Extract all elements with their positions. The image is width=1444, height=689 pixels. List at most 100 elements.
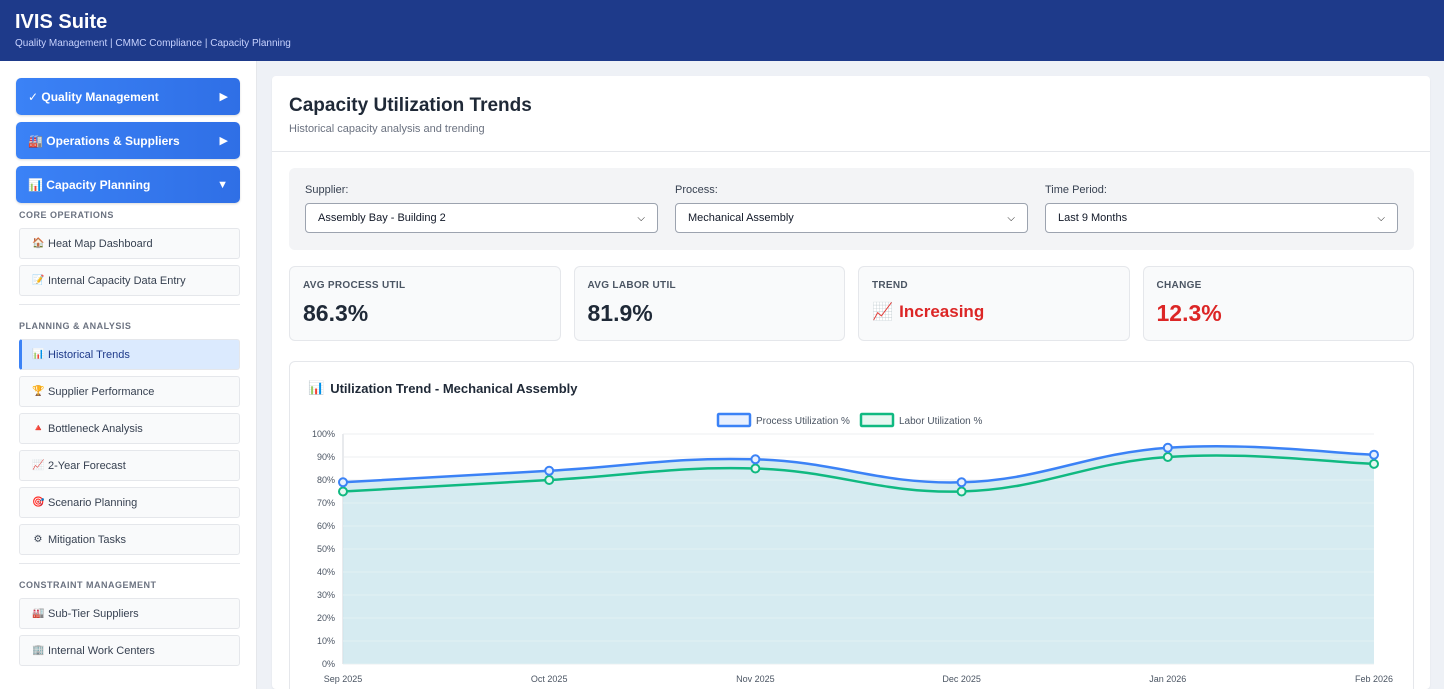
process-data-point bbox=[338, 477, 348, 488]
stat-trend: TREND 📈 Increasing bbox=[858, 266, 1130, 341]
sidebar-item-internal-work-centers[interactable]: 🏢 Internal Work Centers bbox=[19, 635, 240, 666]
chevron-down-icon: ⌵ bbox=[1377, 212, 1385, 224]
building-icon: 🏢 bbox=[32, 645, 45, 656]
x-tick-label: Feb 2026 bbox=[1355, 674, 1393, 684]
process-filter: Process: Mechanical Assembly ⌵ bbox=[675, 184, 1028, 234]
sidebar-item-internal-capacity-data-entry[interactable]: 📝 Internal Capacity Data Entry bbox=[19, 265, 240, 296]
labor-data-point bbox=[544, 475, 555, 485]
chart-title-text: Utilization Trend - Mechanical Assembly bbox=[330, 380, 578, 396]
x-tick-label: Dec 2025 bbox=[942, 674, 981, 684]
trend-up-icon: 📈 bbox=[872, 302, 894, 321]
stat-value: 86.3% bbox=[303, 300, 369, 326]
y-tick-label: 80% bbox=[317, 475, 335, 485]
stat-value: 81.9% bbox=[587, 300, 653, 326]
target-icon: 🎯 bbox=[32, 497, 45, 508]
sidebar-item-sub-tier-suppliers[interactable]: 🏭 Sub-Tier Suppliers bbox=[19, 598, 240, 629]
trophy-icon: 🏆 bbox=[32, 386, 45, 397]
chart-title: 📊 Utilization Trend - Mechanical Assembl… bbox=[308, 380, 578, 396]
filter-bar: Supplier: Assembly Bay - Building 2 ⌵ Pr… bbox=[289, 168, 1414, 250]
sidebar-item-scenario-planning[interactable]: 🎯 Scenario Planning bbox=[19, 487, 240, 518]
nav-label: 📊 Capacity Planning bbox=[28, 177, 151, 192]
time-period-select[interactable]: Last 9 Months ⌵ bbox=[1045, 203, 1398, 233]
y-tick-label: 0% bbox=[322, 659, 335, 669]
sidebar-item-label: Heat Map Dashboard bbox=[48, 237, 153, 250]
time-period-select-value: Last 9 Months bbox=[1058, 212, 1128, 224]
chevron-down-icon: ▼ bbox=[217, 178, 228, 191]
chevron-down-icon: ⌵ bbox=[1007, 212, 1015, 224]
y-tick-label: 70% bbox=[317, 498, 335, 508]
legend-process-swatch bbox=[716, 412, 752, 428]
chevron-down-icon: ⌵ bbox=[637, 212, 645, 224]
legend-process-label: Process Utilization % bbox=[756, 416, 850, 427]
y-tick-label: 20% bbox=[317, 613, 335, 623]
y-tick-label: 10% bbox=[317, 636, 335, 646]
stats-row: AVG PROCESS UTIL 86.3% AVG LABOR UTIL 81… bbox=[289, 266, 1414, 341]
factory-icon: 🏭 bbox=[32, 608, 45, 619]
process-label: Process: bbox=[675, 184, 718, 196]
legend-labor-swatch bbox=[859, 412, 895, 428]
sidebar-item-bottleneck-analysis[interactable]: 🔺 Bottleneck Analysis bbox=[19, 413, 240, 444]
bar-chart-icon: 📊 bbox=[32, 349, 45, 360]
stat-label: CHANGE bbox=[1156, 280, 1202, 291]
sidebar: ✓ Quality Management ▶ 🏭 Operations & Su… bbox=[0, 61, 257, 689]
x-tick-label: Sep 2025 bbox=[324, 674, 363, 684]
labor-data-point bbox=[750, 463, 761, 474]
page-subtitle: Historical capacity analysis and trendin… bbox=[289, 123, 485, 135]
time-period-label: Time Period: bbox=[1045, 184, 1107, 196]
sidebar-item-2-year-forecast[interactable]: 📈 2-Year Forecast bbox=[19, 450, 240, 481]
sidebar-item-mitigation-tasks[interactable]: ⚙ Mitigation Tasks bbox=[19, 524, 240, 555]
trend-chart-icon: 📈 bbox=[32, 460, 45, 471]
house-icon: 🏠 bbox=[32, 238, 45, 249]
process-select-value: Mechanical Assembly bbox=[688, 212, 794, 224]
sidebar-item-label: Internal Work Centers bbox=[48, 644, 155, 657]
triangle-icon: 🔺 bbox=[32, 423, 45, 434]
stat-label: AVG PROCESS UTIL bbox=[303, 280, 406, 291]
stat-avg-labor-util: AVG LABOR UTIL 81.9% bbox=[573, 266, 845, 341]
process-area-fill bbox=[343, 446, 1374, 664]
stat-change: CHANGE 12.3% bbox=[1142, 266, 1414, 341]
supplier-select-value: Assembly Bay - Building 2 bbox=[318, 212, 446, 224]
gear-icon: ⚙ bbox=[33, 534, 43, 545]
sidebar-item-label: Sub-Tier Suppliers bbox=[48, 607, 139, 620]
app-subtitle: Quality Management | CMMC Compliance | C… bbox=[15, 38, 291, 49]
labor-utilization-line bbox=[342, 454, 1375, 493]
x-tick-label: Nov 2025 bbox=[736, 674, 775, 684]
app-header: IVIS Suite Quality Management | CMMC Com… bbox=[0, 0, 1444, 61]
x-tick-label: Jan 2026 bbox=[1149, 674, 1186, 684]
stat-label: AVG LABOR UTIL bbox=[587, 280, 676, 291]
section-core-operations: CORE OPERATIONS bbox=[19, 210, 114, 220]
sidebar-item-supplier-performance[interactable]: 🏆 Supplier Performance bbox=[19, 376, 240, 407]
process-select[interactable]: Mechanical Assembly ⌵ bbox=[675, 203, 1028, 233]
supplier-label: Supplier: bbox=[305, 184, 349, 196]
legend-labor-label: Labor Utilization % bbox=[899, 416, 982, 427]
page-header: Capacity Utilization Trends Historical c… bbox=[272, 76, 1430, 152]
stat-avg-process-util: AVG PROCESS UTIL 86.3% bbox=[289, 266, 561, 341]
main-content: Capacity Utilization Trends Historical c… bbox=[272, 76, 1430, 689]
nav-quality-management[interactable]: ✓ Quality Management ▶ bbox=[16, 78, 240, 115]
sidebar-item-label: Supplier Performance bbox=[48, 385, 155, 398]
y-tick-label: 40% bbox=[317, 567, 335, 577]
section-constraint-management: CONSTRAINT MANAGEMENT bbox=[19, 580, 157, 590]
divider bbox=[19, 304, 240, 305]
app-title: IVIS Suite bbox=[15, 11, 108, 33]
sidebar-item-heat-map-dashboard[interactable]: 🏠 Heat Map Dashboard bbox=[19, 228, 240, 259]
trend-value: Increasing bbox=[899, 302, 985, 321]
labor-data-point bbox=[1369, 458, 1379, 469]
process-data-point bbox=[956, 477, 967, 488]
nav-operations-suppliers[interactable]: 🏭 Operations & Suppliers ▶ bbox=[16, 122, 240, 159]
page-title: Capacity Utilization Trends bbox=[289, 95, 532, 116]
nav-capacity-planning[interactable]: 📊 Capacity Planning ▼ bbox=[16, 166, 240, 203]
section-planning-analysis: PLANNING & ANALYSIS bbox=[19, 321, 132, 331]
utilization-chart: 0% 10% 20% 30% 40% 50% 60% 70% 80% 90% 100% Sep 202… bbox=[312, 412, 1393, 684]
chevron-right-icon: ▶ bbox=[219, 135, 228, 147]
stat-value: 📈 Increasing bbox=[872, 302, 1116, 322]
time-period-filter: Time Period: Last 9 Months ⌵ bbox=[1045, 184, 1398, 234]
process-utilization-line bbox=[342, 445, 1375, 484]
process-data-point bbox=[1162, 442, 1173, 453]
supplier-select[interactable]: Assembly Bay - Building 2 ⌵ bbox=[305, 203, 658, 233]
y-tick-label: 50% bbox=[317, 544, 335, 554]
sidebar-item-historical-trends[interactable]: 📊 Historical Trends bbox=[19, 339, 240, 370]
bar-chart-icon: 📊 bbox=[308, 380, 325, 395]
y-tick-label: 30% bbox=[317, 590, 335, 600]
sidebar-item-label: Scenario Planning bbox=[48, 496, 138, 509]
